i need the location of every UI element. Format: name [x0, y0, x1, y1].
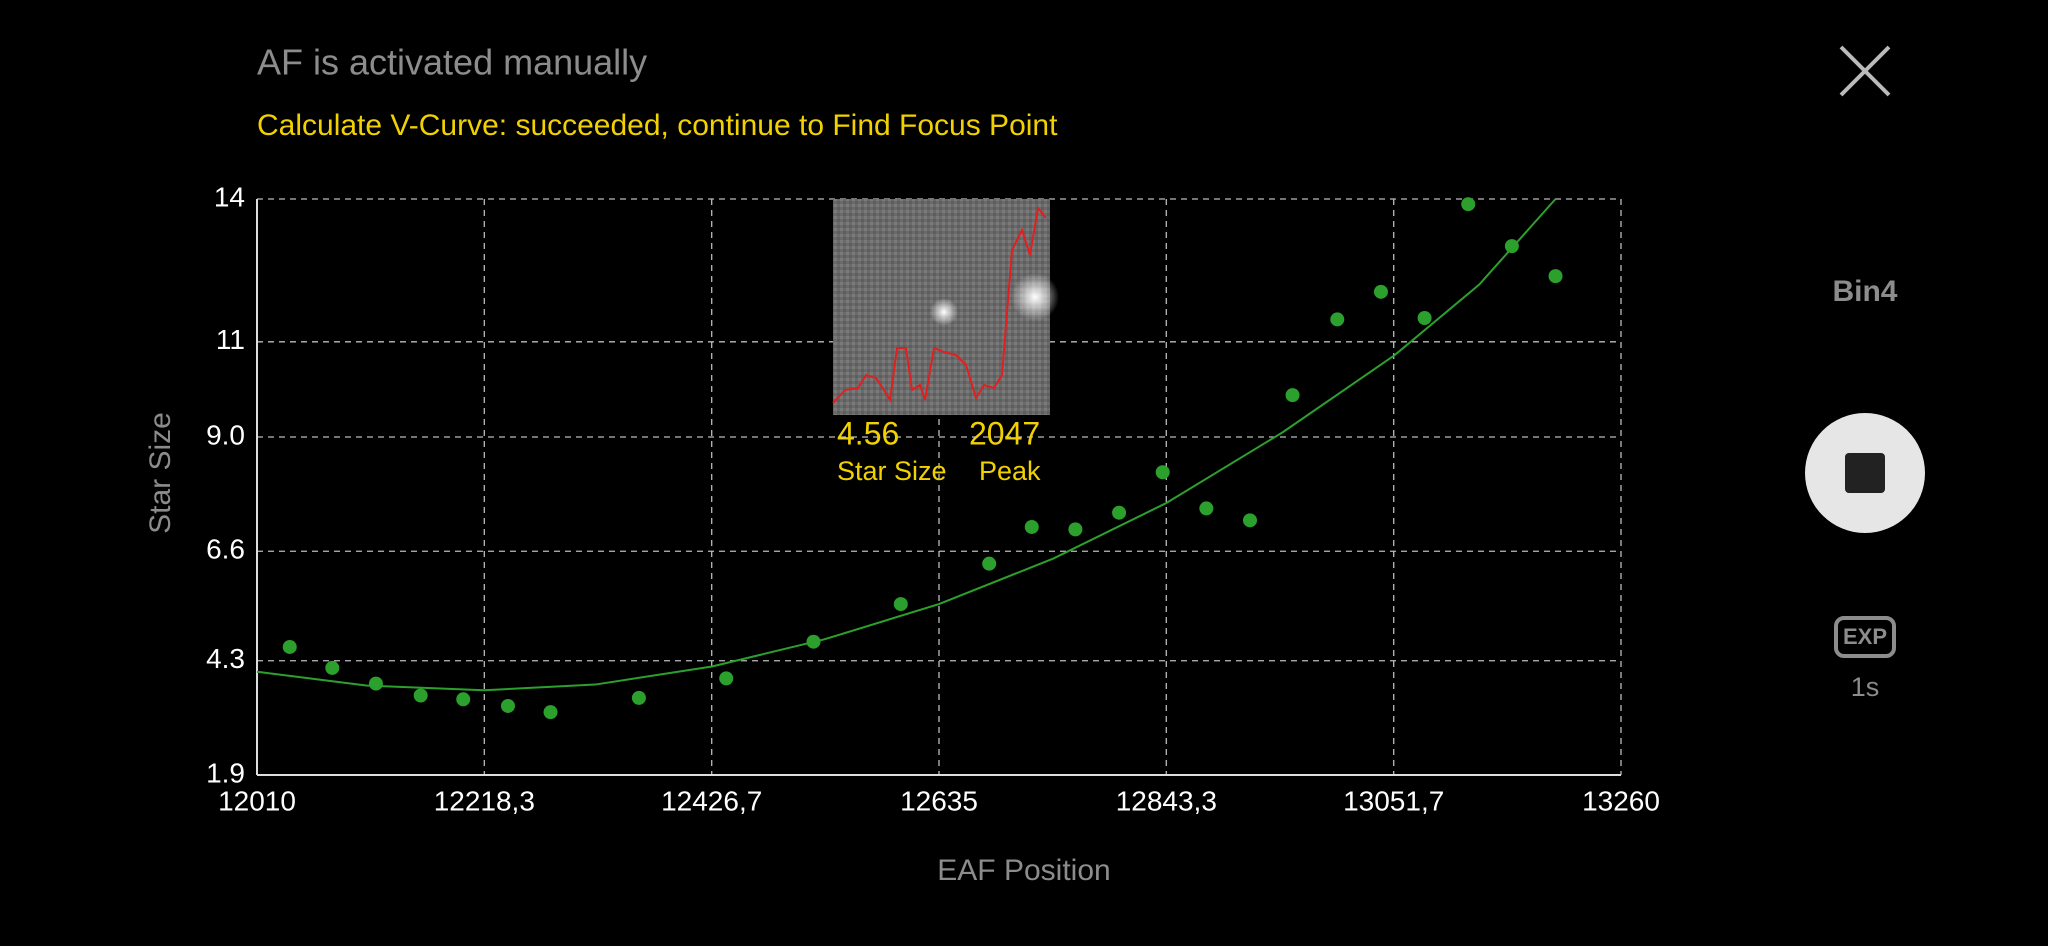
star-size-value: 4.56	[837, 415, 899, 451]
y-tick-label: 6.6	[206, 534, 245, 565]
data-point	[1285, 388, 1300, 403]
data-point	[456, 692, 471, 707]
data-point	[719, 671, 734, 686]
x-axis-title: EAF Position	[937, 854, 1110, 887]
y-tick-label: 4.3	[206, 643, 245, 674]
data-point	[1461, 197, 1476, 212]
data-point	[1155, 465, 1170, 480]
x-tick-label: 12426,7	[661, 785, 762, 816]
data-point	[1068, 522, 1083, 537]
close-button[interactable]	[1839, 45, 1891, 97]
star-blob	[930, 298, 958, 326]
exposure-button[interactable]: EXP	[1834, 616, 1896, 658]
y-tick-label: 1.9	[206, 757, 245, 788]
exposure-value[interactable]: 1s	[1851, 672, 1880, 702]
x-tick-label: 13260	[1582, 785, 1660, 816]
star-blob	[1011, 273, 1059, 321]
data-point	[282, 639, 297, 654]
data-point	[1417, 311, 1432, 326]
exposure-icon: EXP	[1843, 624, 1887, 649]
status-message: Calculate V-Curve: succeeded, continue t…	[257, 109, 1058, 142]
y-tick-label: 11	[216, 324, 245, 355]
data-point	[982, 556, 997, 571]
data-point	[413, 688, 428, 703]
x-tick-label: 12843,3	[1116, 785, 1217, 816]
data-point	[500, 698, 515, 713]
y-axis-title: Star Size	[144, 412, 177, 534]
x-tick-label: 13051,7	[1343, 785, 1444, 816]
data-point	[325, 660, 340, 675]
star-thumbnail	[832, 199, 1059, 415]
data-point	[1330, 312, 1345, 327]
x-tick-label: 12218,3	[434, 785, 535, 816]
x-tick-label: 12635	[900, 785, 978, 816]
star-size-label: Star Size	[837, 456, 947, 486]
peak-label: Peak	[979, 456, 1041, 486]
data-point	[1199, 501, 1214, 516]
mode-title: AF is activated manually	[257, 42, 647, 83]
stop-button[interactable]	[1805, 413, 1925, 533]
data-point	[1373, 284, 1388, 299]
y-tick-label: 14	[214, 181, 245, 212]
data-point	[631, 690, 646, 705]
binning-button[interactable]: Bin4	[1832, 275, 1897, 308]
data-point	[893, 597, 908, 612]
data-point	[1548, 269, 1563, 284]
data-point	[543, 705, 558, 720]
data-point	[1112, 505, 1127, 520]
fit-curve	[256, 198, 1557, 692]
y-tick-label: 9.0	[206, 419, 245, 450]
peak-value: 2047	[969, 415, 1040, 451]
data-point	[1024, 519, 1039, 534]
x-tick-label: 12010	[218, 785, 296, 816]
data-point	[368, 676, 383, 691]
profile-line	[832, 205, 1047, 404]
plot-area: 1.9 4.3 6.6 9.0 11 14 12010 12218,3 12426,7 12635…	[206, 181, 1660, 816]
data-point	[1242, 513, 1257, 528]
